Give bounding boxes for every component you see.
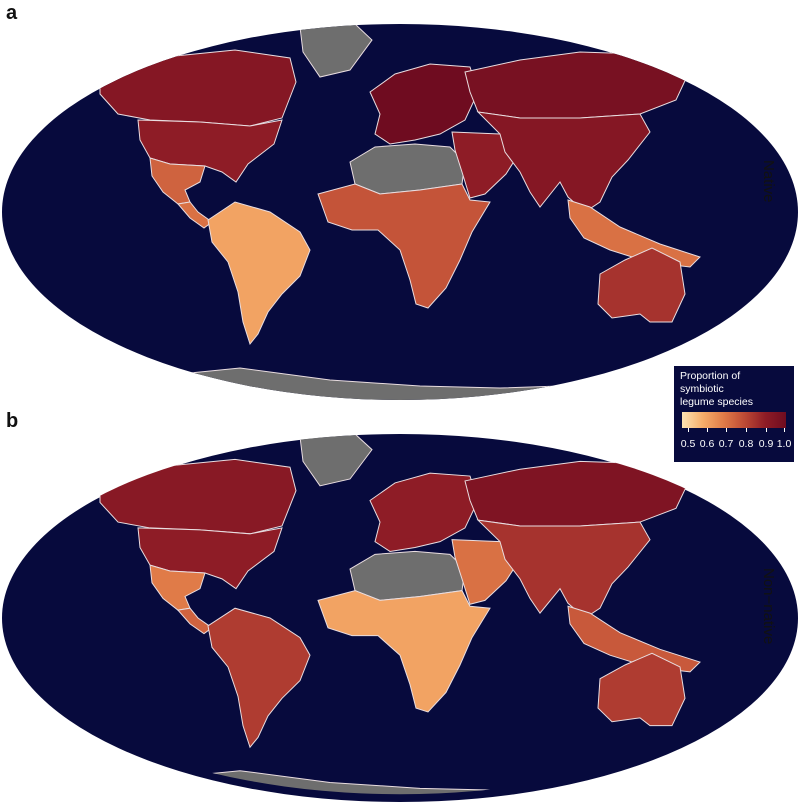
panel-a-letter: a	[6, 2, 18, 24]
region-greenland	[300, 433, 372, 486]
legend-title-line-3: legume species	[680, 396, 753, 408]
region-greenland	[300, 24, 372, 77]
region-mexico	[150, 565, 205, 610]
legend-ticks	[674, 428, 794, 434]
region-australia	[598, 653, 685, 725]
legend-tick-0-6: 0.6	[699, 438, 715, 450]
non-native-map	[2, 433, 798, 802]
region-south-america	[208, 608, 310, 747]
region-south-east-asia	[568, 200, 700, 267]
legend-tick-labels: 0.5 0.6 0.7 0.8 0.9 1.0	[674, 438, 794, 452]
legend-title-line-1: Proportion of	[680, 370, 741, 382]
panel-a-label: Native	[760, 160, 777, 203]
legend-color-bar	[682, 412, 786, 428]
region-canada	[100, 459, 296, 533]
region-canada	[100, 50, 296, 126]
panel-b-label: Non−native	[760, 568, 777, 645]
region-south-east-asia	[568, 606, 700, 672]
legend-title: Proportion of symbiotic legume species	[680, 370, 792, 409]
panel-b-letter: b	[6, 410, 19, 432]
legend-tick-0-7: 0.7	[718, 438, 734, 450]
region-mexico	[150, 158, 205, 204]
legend-tick-0-8: 0.8	[738, 438, 754, 450]
region-sub-saharan-africa	[318, 184, 490, 308]
native-map	[2, 24, 798, 400]
region-russia	[465, 52, 690, 118]
region-russia	[465, 461, 690, 526]
region-europe	[370, 473, 478, 551]
region-europe	[370, 64, 478, 144]
color-legend: Proportion of symbiotic legume species 0…	[674, 366, 794, 462]
legend-tick-0-5: 0.5	[680, 438, 696, 450]
region-australia	[598, 248, 685, 322]
legend-tick-1-0: 1.0	[776, 438, 792, 450]
legend-tick-0-9: 0.9	[758, 438, 774, 450]
region-sub-saharan-africa	[318, 591, 490, 712]
region-south-america	[208, 202, 310, 344]
legend-title-line-2: symbiotic	[680, 383, 724, 395]
